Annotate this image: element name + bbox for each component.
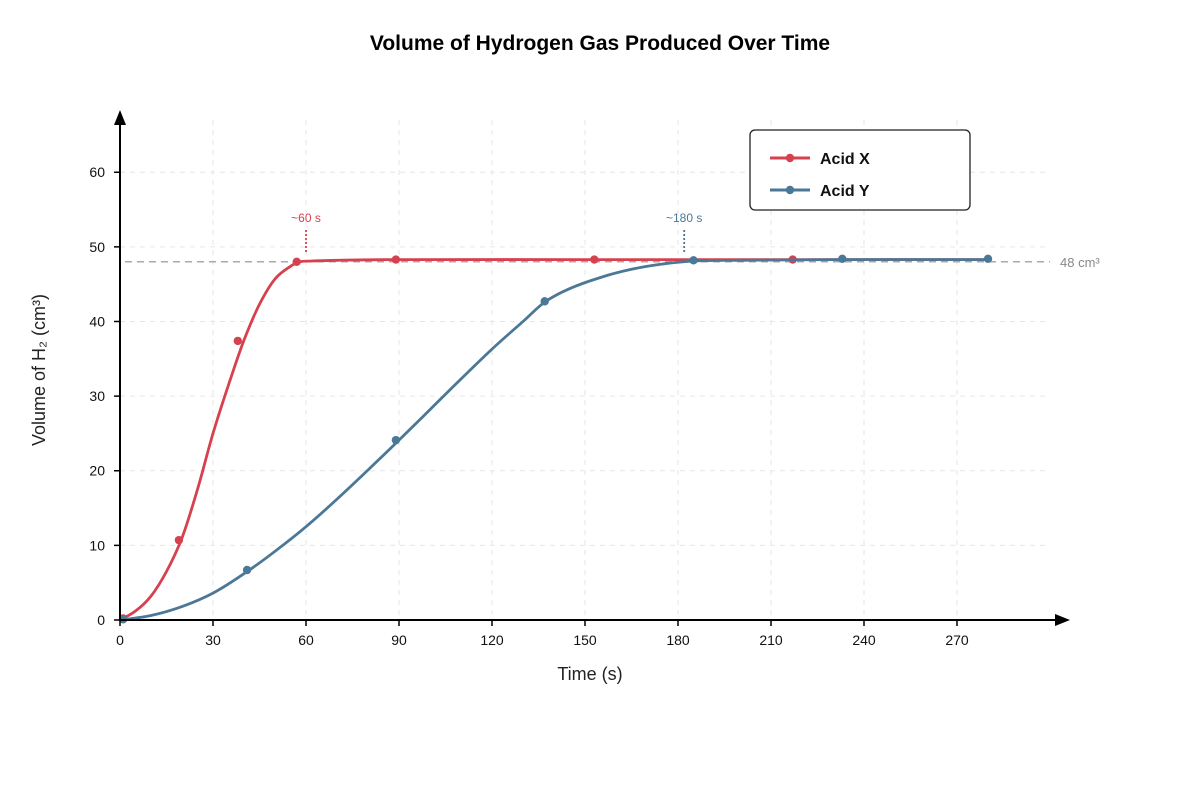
x-tick-label: 60 [298,632,314,648]
chart-title: Volume of Hydrogen Gas Produced Over Tim… [370,32,830,55]
series-acid-x-point [233,336,242,346]
annotation-label: ~60 s [291,211,321,225]
series-acid-y-point [838,254,847,264]
x-tick-label: 210 [759,632,783,648]
series-acid-x-point [391,255,401,264]
y-axis-arrow [114,110,126,125]
legend-acid-y-marker [785,185,795,195]
y-tick-label: 40 [89,313,105,329]
x-tick-label: 270 [945,632,969,648]
annotation-layer: ~60 s ~180 s [291,211,702,252]
legend: Acid X Acid Y [749,129,971,211]
series-acid-y-point [242,565,252,575]
reference-line-layer: 48 cm³ [125,255,1100,270]
x-tick-label: 150 [573,632,597,648]
legend-acid-x-label: Acid X [820,151,870,168]
y-tick-label: 50 [89,239,105,255]
series-acid-x-line [118,258,990,622]
legend-acid-x-marker [785,153,795,163]
x-tick-label: 0 [116,632,124,648]
x-tick-label: 180 [666,632,690,648]
annotation-label: ~180 s [666,211,702,225]
x-tick-label: 240 [852,632,876,648]
legend-acid-y-label: Acid Y [820,183,870,200]
series-acid-y-point [540,297,549,306]
y-tick-label: 20 [89,463,105,479]
x-axis-label: Time (s) [557,664,622,684]
series-acid-y-point [689,256,698,265]
series-acid-y-line [118,258,990,622]
series-acid-x-point [292,257,301,266]
y-tick-label: 60 [89,164,105,180]
x-tick-label: 120 [480,632,504,648]
x-tick-label: 90 [391,632,407,648]
y-tick-label: 10 [89,537,105,553]
x-axis-arrow [1055,614,1070,626]
x-tick-label: 30 [205,632,221,648]
series-acid-y-point [983,254,993,264]
y-axis-label: Volume of H₂ (cm³) [29,294,49,446]
series-layer [118,254,993,624]
axes-layer: 0 30 60 90 120 150 180 210 240 270 0 10 20 30 40 50 60 [89,110,1070,648]
series-acid-x-point [590,255,599,264]
y-tick-label: 30 [89,388,105,404]
reference-line-label: 48 cm³ [1060,255,1100,270]
y-tick-label: 0 [97,612,105,628]
series-acid-x-point [174,535,184,545]
series-acid-y-point [391,435,401,445]
